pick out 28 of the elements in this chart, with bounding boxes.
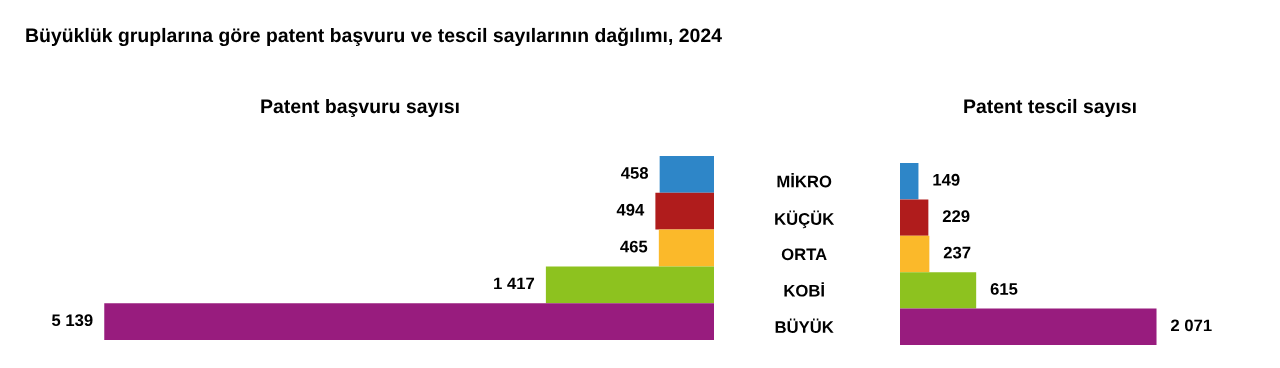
chart-title: Büyüklük gruplarına göre patent başvuru ve tescil sayılarının dağılımı, 2024	[26, 27, 722, 47]
bar	[900, 199, 929, 236]
data-label: 494	[616, 203, 645, 216]
y-tick-label: KOBİ	[784, 282, 824, 297]
data-label: 465	[620, 240, 648, 253]
data-label: 5 139	[51, 314, 93, 327]
data-label: 2 071	[1170, 319, 1212, 332]
bar	[900, 235, 930, 273]
data-label: 458	[621, 167, 649, 179]
data-label: 149	[933, 173, 960, 186]
bar	[900, 308, 1157, 345]
chart-title: Patent tescil sayısı	[964, 98, 1136, 118]
bar	[104, 303, 714, 340]
y-tick-label: BÜYÜK	[775, 318, 834, 333]
data-label: 237	[943, 246, 971, 259]
data-label: 1 417	[494, 277, 535, 290]
bar	[658, 229, 714, 267]
chart-subtitle: Patent başvuru sayısı	[261, 98, 459, 118]
data-label: 229	[942, 210, 970, 223]
bar	[900, 272, 977, 309]
bar	[655, 192, 714, 230]
y-tick-label: ORTA	[781, 248, 827, 261]
y-tick-label: MİKRO	[777, 172, 832, 188]
bar	[900, 163, 919, 200]
y-tick-label: KÜÇÜK	[775, 210, 835, 229]
bar	[659, 156, 714, 193]
bar	[545, 266, 714, 304]
data-label: 615	[990, 283, 1018, 295]
